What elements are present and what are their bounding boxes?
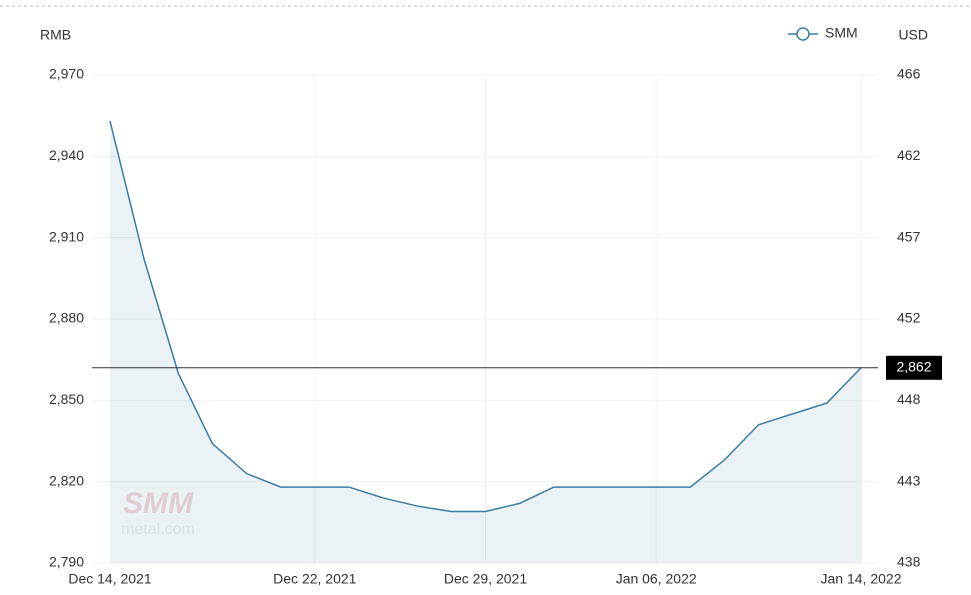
y2-tick-label: 457 (897, 228, 921, 244)
y2-tick-label: 452 (897, 310, 921, 326)
current-value-label: 2,862 (896, 359, 931, 375)
y2-tick-label: 448 (897, 391, 921, 407)
y-tick-label: 2,820 (49, 472, 84, 488)
x-tick-label: Dec 22, 2021 (273, 571, 356, 587)
y2-tick-label: 438 (897, 554, 921, 570)
x-tick-label: Jan 14, 2022 (821, 571, 902, 587)
y2-tick-label: 462 (897, 147, 921, 163)
legend-label: SMM (825, 25, 858, 41)
x-tick-label: Jan 06, 2022 (616, 571, 697, 587)
y-tick-label: 2,880 (49, 310, 84, 326)
legend-item: SMM (788, 25, 858, 41)
legend-marker (796, 27, 810, 41)
x-tick-label: Dec 29, 2021 (444, 571, 527, 587)
y-tick-label: 2,940 (49, 147, 84, 163)
y-tick-label: 2,790 (49, 554, 84, 570)
y2-tick-label: 466 (897, 66, 921, 82)
y-tick-label: 2,850 (49, 391, 84, 407)
watermark: SMM (123, 487, 194, 520)
y-tick-label: 2,970 (49, 66, 84, 82)
line (109, 120, 862, 513)
y-axis-label: RMB (40, 27, 71, 43)
y2-tick-label: 443 (897, 472, 921, 488)
y2-axis-label: USD (898, 27, 928, 43)
area-fill (110, 121, 861, 563)
watermark: metal.com (121, 521, 195, 538)
y-tick-label: 2,910 (49, 228, 84, 244)
current-value-box (886, 355, 942, 380)
x-tick-label: Dec 14, 2021 (68, 571, 151, 587)
